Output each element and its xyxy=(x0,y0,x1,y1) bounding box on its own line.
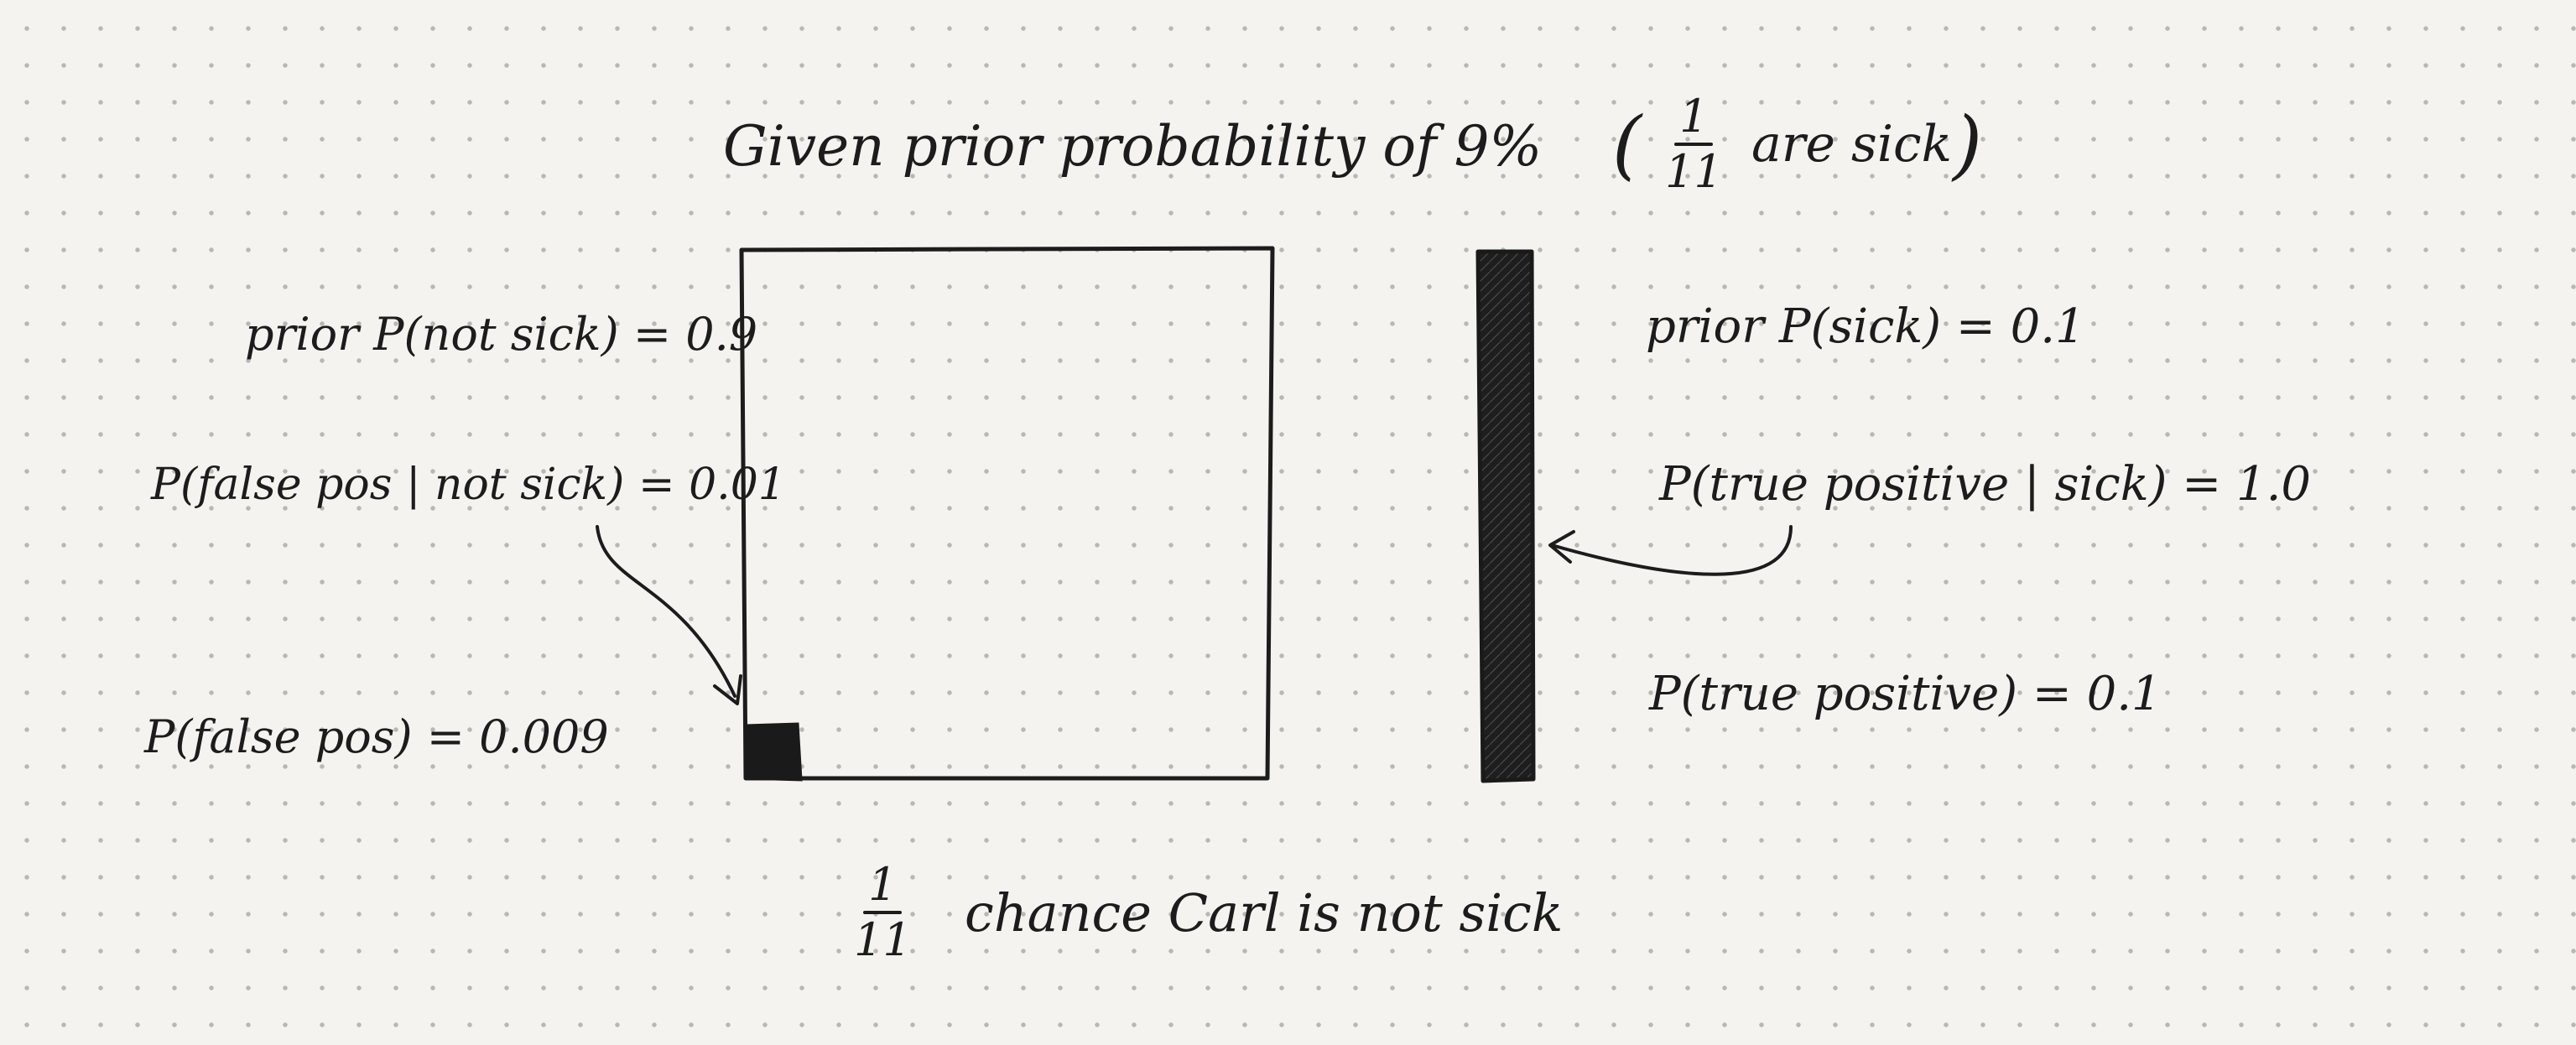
title-fraction-numerator: 1 xyxy=(1679,90,1709,143)
false-pos-arrow xyxy=(596,525,736,698)
label-true-pos-given-sick: P(true positive | sick) = 1.0 xyxy=(1659,457,2312,512)
true-pos-arrowhead xyxy=(1548,530,1575,564)
sick-bar xyxy=(1475,249,1536,783)
title-fraction: 1 11 xyxy=(1665,94,1723,195)
label-false-pos: P(false pos) = 0.009 xyxy=(144,710,609,763)
label-prior-not-sick: prior P(not sick) = 0.9 xyxy=(245,308,758,361)
not-sick-square xyxy=(739,246,1275,781)
bottom-fraction-denominator: 11 xyxy=(854,913,912,966)
title-paren-close: ) xyxy=(1953,101,1983,189)
bottom-fraction: 1 11 xyxy=(854,862,912,963)
label-false-pos-given-not-sick: P(false pos | not sick) = 0.01 xyxy=(151,460,786,510)
title-prefix: Given prior probability of 9% xyxy=(723,114,1543,179)
title-suffix: are sick xyxy=(1751,115,1952,174)
label-prior-sick: prior P(sick) = 0.1 xyxy=(1646,299,2085,354)
label-true-pos: P(true positive) = 0.1 xyxy=(1649,667,2162,721)
bottom-caption: chance Carl is not sick xyxy=(965,882,1564,944)
title-fraction-denominator: 11 xyxy=(1665,145,1723,198)
bottom-fraction-bar xyxy=(863,911,903,914)
title-paren-open: ( xyxy=(1612,101,1642,189)
bottom-fraction-numerator: 1 xyxy=(868,858,898,911)
title-fraction-bar xyxy=(1674,143,1714,146)
true-pos-arrow xyxy=(1550,525,1793,576)
false-pos-arrowhead xyxy=(713,674,742,705)
false-positive-block xyxy=(744,722,803,782)
